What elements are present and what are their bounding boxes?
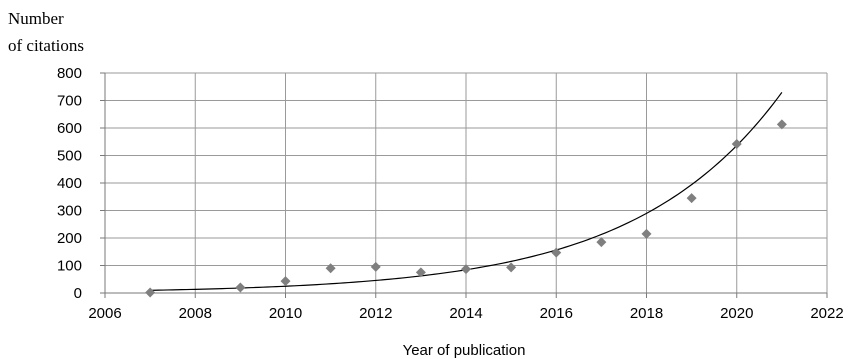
y-tick-label: 200 bbox=[57, 230, 82, 247]
y-axis-label-line-2: of citations bbox=[8, 36, 84, 55]
data-point bbox=[145, 287, 156, 298]
x-tick-label: 2020 bbox=[720, 305, 753, 322]
y-tick-label: 400 bbox=[57, 175, 82, 192]
data-point bbox=[235, 282, 246, 293]
x-tick-label: 2008 bbox=[179, 305, 212, 322]
data-point bbox=[370, 261, 381, 272]
y-axis-label-line-1: Number bbox=[8, 9, 64, 28]
y-tick-label: 700 bbox=[57, 93, 82, 110]
x-tick-label: 2022 bbox=[810, 305, 843, 322]
y-tick-label: 800 bbox=[57, 65, 82, 82]
data-point bbox=[686, 193, 697, 204]
x-tick-label: 2016 bbox=[540, 305, 573, 322]
x-axis-label: Year of publication bbox=[403, 342, 526, 359]
x-tick-label: 2014 bbox=[449, 305, 482, 322]
data-points bbox=[145, 119, 787, 298]
y-tick-label: 300 bbox=[57, 203, 82, 220]
data-point bbox=[731, 138, 742, 149]
data-point bbox=[596, 237, 607, 248]
y-tick-label: 0 bbox=[74, 285, 82, 302]
data-point bbox=[776, 119, 787, 130]
y-tick-label: 600 bbox=[57, 120, 82, 137]
data-point bbox=[325, 263, 336, 274]
x-tick-label: 2018 bbox=[630, 305, 663, 322]
data-point bbox=[506, 262, 517, 273]
x-tick-label: 2010 bbox=[269, 305, 302, 322]
tick-labels: 0 100 200 300 400 500 600 700 800 2006 2008 2010 201… bbox=[57, 65, 844, 322]
data-point bbox=[551, 247, 562, 258]
data-point bbox=[280, 276, 291, 287]
x-tick-label: 2012 bbox=[359, 305, 392, 322]
data-point bbox=[461, 264, 471, 275]
y-tick-label: 100 bbox=[57, 258, 82, 275]
data-point bbox=[415, 267, 426, 278]
y-tick-label: 500 bbox=[57, 148, 82, 165]
gridlines bbox=[105, 72, 828, 293]
axes bbox=[100, 72, 828, 298]
x-tick-label: 2006 bbox=[88, 305, 121, 322]
data-point bbox=[641, 228, 652, 239]
